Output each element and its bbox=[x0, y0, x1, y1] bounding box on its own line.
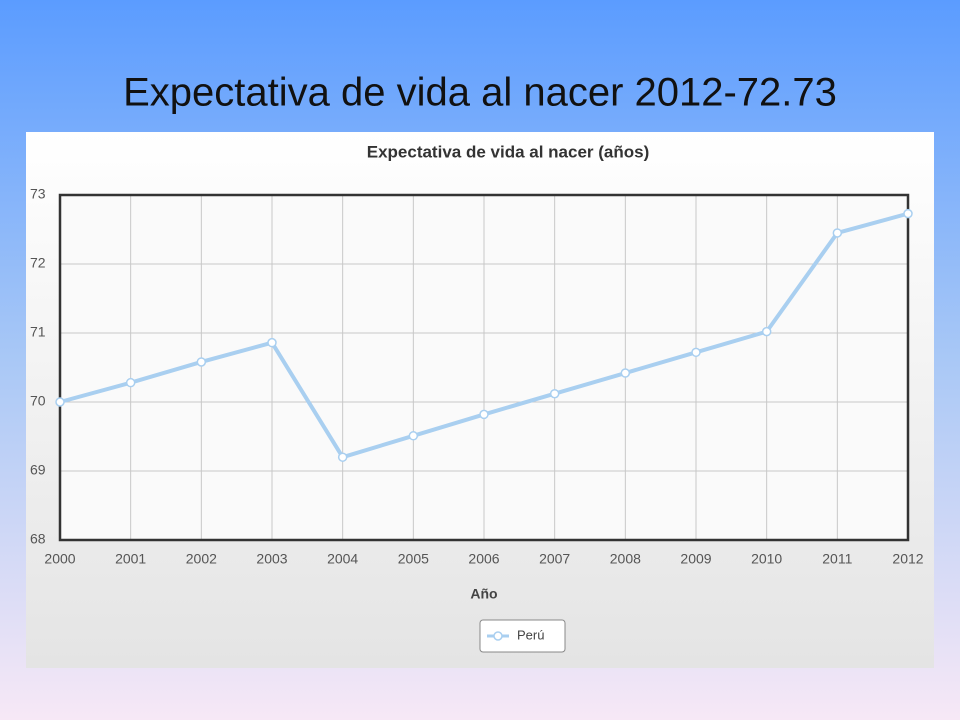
data-point bbox=[691, 347, 701, 358]
data-point bbox=[761, 326, 772, 337]
y-tick-label: 69 bbox=[30, 462, 46, 478]
y-tick-label: 73 bbox=[30, 186, 46, 202]
x-tick-label: 2009 bbox=[680, 551, 711, 567]
data-point bbox=[267, 337, 277, 348]
y-tick-label: 71 bbox=[30, 324, 46, 340]
x-tick-label: 2001 bbox=[115, 551, 146, 567]
legend-label: Perú bbox=[517, 627, 544, 642]
x-tick-label: 2005 bbox=[398, 551, 429, 567]
data-point bbox=[832, 228, 843, 238]
x-tick-label: 2006 bbox=[468, 551, 499, 567]
y-tick-label: 72 bbox=[30, 255, 46, 271]
data-point bbox=[55, 397, 65, 407]
chart-title: Expectativa de vida al nacer (años) bbox=[367, 142, 650, 161]
x-tick-label: 2010 bbox=[751, 551, 782, 567]
slide-title: Expectativa de vida al nacer 2012-72.73 bbox=[123, 71, 837, 115]
x-tick-label: 2011 bbox=[822, 551, 852, 567]
data-point bbox=[620, 368, 631, 378]
x-tick-label: 2008 bbox=[610, 551, 641, 567]
x-tick-label: 2003 bbox=[256, 551, 287, 567]
x-tick-label: 2012 bbox=[892, 551, 923, 567]
data-point bbox=[408, 431, 419, 441]
plot-frame bbox=[58, 193, 910, 542]
y-tick-label: 68 bbox=[30, 531, 46, 547]
y-tick-label: 70 bbox=[30, 393, 46, 409]
legend-marker bbox=[493, 631, 503, 641]
legend bbox=[479, 619, 566, 653]
x-tick-label: 2002 bbox=[186, 551, 217, 567]
data-point bbox=[196, 357, 207, 367]
x-tick-label: 2007 bbox=[539, 551, 570, 567]
x-axis-label: Año bbox=[470, 586, 497, 602]
data-point bbox=[125, 377, 136, 388]
data-point bbox=[903, 208, 913, 219]
x-tick-label: 2000 bbox=[44, 551, 75, 567]
data-point bbox=[549, 388, 560, 399]
x-tick-label: 2004 bbox=[327, 551, 358, 567]
data-point bbox=[337, 452, 348, 462]
data-point bbox=[479, 409, 489, 420]
